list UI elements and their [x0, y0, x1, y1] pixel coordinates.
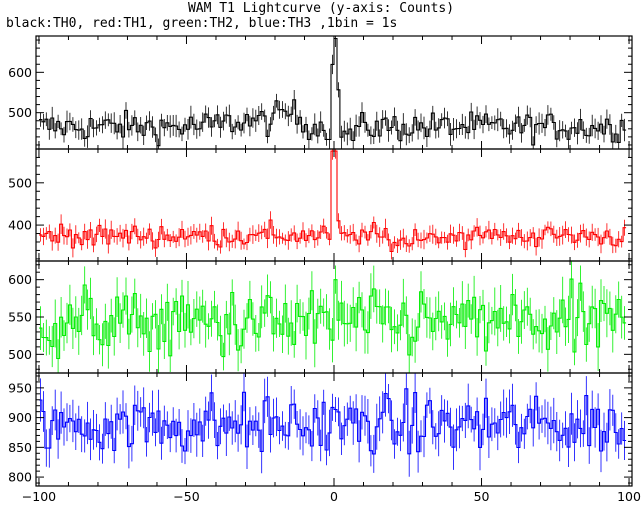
panels-group: 500 600 400 500 500 550 600 800 850 900 950 [8, 35, 633, 487]
y-tick-label: 500 [8, 347, 32, 362]
panel-th1: 400 500 [8, 148, 633, 262]
y-tick-label: 400 [8, 218, 32, 233]
y-tick-label: 600 [8, 272, 32, 287]
x-tick-label: 100 [617, 489, 641, 504]
y-tick-label: 600 [8, 65, 32, 80]
chart-subtitle: black:TH0, red:TH1, green:TH2, blue:TH3 … [6, 16, 398, 31]
panel-th3: 800 850 900 950 [8, 372, 633, 487]
chart-title: WAM T1 Lightcurve (y-axis: Counts) [187, 1, 455, 16]
panel-th0: 500 600 [8, 35, 633, 150]
y-tick-label: 900 [8, 410, 32, 425]
y-tick-label: 550 [8, 310, 32, 325]
x-tick-label: −50 [173, 489, 199, 504]
x-tick-label: 50 [474, 489, 490, 504]
series-line-th0 [39, 37, 627, 147]
y-tick-label: 950 [8, 380, 32, 395]
x-tick-label: −100 [22, 489, 56, 504]
y-tick-label: 850 [8, 440, 32, 455]
series-line-th2 [39, 278, 627, 360]
error-bars-th0 [40, 36, 625, 149]
y-tick-label: 800 [8, 470, 32, 485]
x-axis: −100 −50 0 50 100 [22, 489, 641, 504]
x-tick-label: 0 [330, 489, 338, 504]
y-tick-label: 500 [8, 105, 32, 120]
y-tick-label: 500 [8, 175, 32, 190]
series-line-th1 [39, 150, 627, 253]
panel-th2: 500 550 600 [8, 260, 633, 374]
panel-frame [35, 372, 633, 487]
series-line-th3 [39, 388, 627, 455]
panel-frame [35, 148, 633, 262]
